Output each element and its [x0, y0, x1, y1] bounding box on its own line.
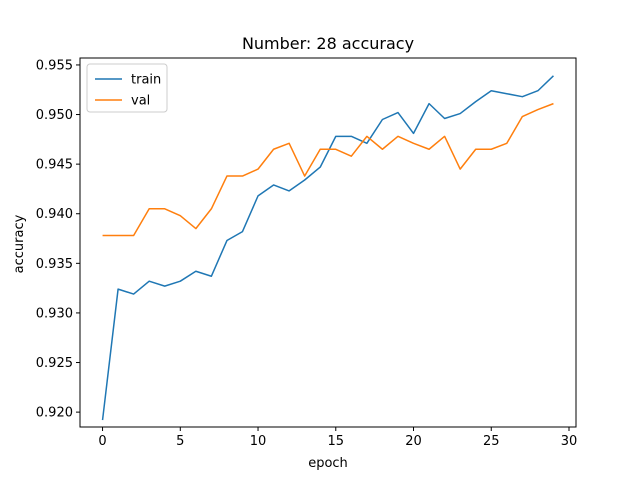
y-tick-label: 0.940 [36, 207, 73, 222]
x-tick-label: 20 [405, 434, 422, 449]
y-tick-label: 0.935 [36, 257, 73, 272]
y-tick-label: 0.950 [36, 108, 73, 123]
y-tick-label: 0.930 [36, 306, 73, 321]
axes-frame [79, 57, 577, 428]
legend: train val [86, 63, 168, 113]
x-axis: 0 5 10 15 20 25 30 [98, 427, 577, 449]
legend-box [86, 63, 168, 113]
x-tick-label: 15 [328, 434, 345, 449]
x-tick-label: 0 [98, 434, 106, 449]
x-tick-label: 5 [176, 434, 184, 449]
chart-title: Number: 28 accuracy [242, 34, 414, 53]
x-tick-label: 25 [483, 434, 500, 449]
legend-label-val: val [131, 94, 150, 109]
y-tick-label: 0.920 [36, 406, 73, 421]
y-axis: 0.920 0.925 0.930 0.935 0.940 0.945 0.950 0.955 [36, 58, 80, 421]
y-tick-label: 0.945 [36, 158, 73, 173]
x-tick-label: 30 [561, 434, 578, 449]
y-axis-label: accuracy [12, 214, 27, 273]
series-line-val [102, 102, 554, 237]
legend-label-train: train [131, 73, 161, 88]
series-lines [101, 75, 554, 421]
x-tick-label: 10 [250, 434, 267, 449]
x-axis-label: epoch [308, 456, 348, 471]
y-tick-label: 0.925 [36, 356, 73, 371]
series-line-train [101, 75, 554, 421]
y-tick-label: 0.955 [36, 58, 73, 73]
